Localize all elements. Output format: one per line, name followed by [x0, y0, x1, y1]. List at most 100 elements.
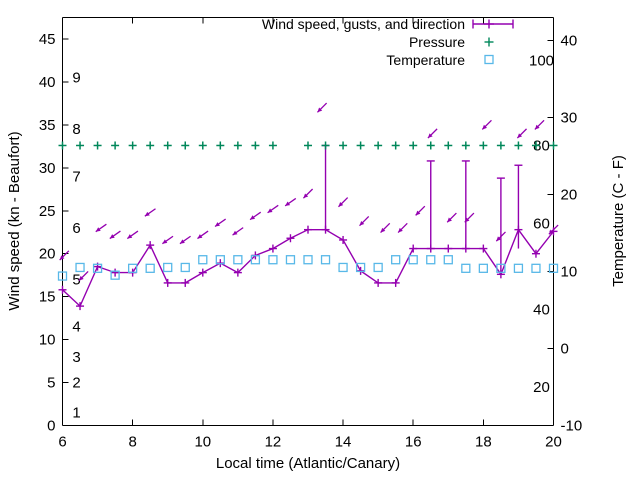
y2-tick-label: 10	[561, 264, 578, 281]
legend-label-pressure: Pressure	[409, 34, 465, 50]
wind-direction-arrow	[95, 223, 107, 233]
arrow-head	[447, 217, 452, 223]
temperature-marker	[355, 262, 366, 273]
wind-direction-arrow	[109, 230, 121, 240]
beaufort-label: 3	[72, 349, 80, 366]
arrow-head	[534, 124, 540, 130]
arrow-head	[303, 193, 309, 199]
temperature-marker	[250, 255, 261, 265]
arrow-head	[144, 211, 150, 217]
y2-axis-ticks	[547, 40, 554, 426]
x-tick-label: 10	[194, 434, 211, 451]
wind-direction-arrow	[446, 212, 457, 223]
temperature-marker	[215, 255, 225, 265]
y-tick-label: 0	[47, 418, 55, 435]
arrow-head	[285, 201, 291, 206]
temperature-marker	[180, 262, 190, 273]
temperature-marker	[110, 270, 120, 280]
arrow-head	[95, 227, 101, 232]
legend-label-temperature: Temperature	[386, 52, 465, 68]
arrow-head	[250, 215, 255, 220]
legend-label-wind: Wind speed, gusts, and direction	[262, 16, 465, 32]
wind-direction-arrow	[302, 188, 314, 199]
x-tick-label: 12	[265, 434, 282, 451]
pressure-scale-label: 40	[533, 302, 550, 319]
temperature-marker	[338, 262, 348, 273]
x-axis-tick-labels: 6 8 10 12 14 16 18 20	[58, 434, 562, 451]
arrow-head	[59, 255, 65, 261]
beaufort-label: 9	[72, 70, 80, 87]
wind-direction-arrow	[534, 119, 545, 130]
wind-direction-arrows	[59, 102, 559, 282]
temperature-marker	[443, 255, 453, 265]
chart-legend: Wind speed, gusts, and direction Pressur…	[262, 16, 514, 68]
temperature-marker	[373, 262, 383, 273]
wind-direction-arrow	[59, 250, 70, 261]
x-tick-label: 6	[58, 434, 66, 451]
wind-direction-arrow	[359, 216, 370, 227]
temperature-marker	[531, 263, 541, 273]
wind-direction-arrow	[427, 128, 438, 139]
arrow-head	[415, 210, 421, 216]
beaufort-label: 4	[72, 319, 80, 336]
wind-direction-arrow	[144, 208, 156, 217]
wind-direction-arrow	[338, 197, 349, 208]
arrow-head	[179, 239, 185, 244]
y-tick-label: 10	[39, 332, 56, 349]
wind-direction-arrow	[232, 227, 244, 236]
temperature-marker	[268, 255, 278, 265]
wind-direction-arrow	[78, 270, 89, 282]
y2-tick-label: 20	[561, 187, 578, 204]
arrow-head	[317, 107, 323, 113]
temperature-marker	[513, 263, 524, 273]
pressure-scale-label: 100	[529, 52, 554, 69]
arrow-head	[215, 222, 220, 227]
arrow-head	[338, 202, 344, 207]
arrow-head	[127, 234, 133, 239]
arrow-head	[496, 236, 502, 242]
y-tick-label: 35	[39, 117, 56, 134]
temperature-marker	[57, 271, 68, 281]
temperature-marker	[303, 255, 313, 265]
y-tick-label: 15	[39, 289, 56, 306]
pressure-scale-labels: 20 40 60 80 100	[529, 52, 554, 395]
temperature-marker	[426, 255, 436, 265]
arrow-head	[162, 239, 168, 244]
pressure-series	[58, 141, 558, 150]
y-tick-label: 25	[39, 203, 56, 220]
wind-direction-arrow	[179, 235, 191, 245]
y-tick-label: 40	[39, 74, 56, 91]
wind-direction-arrow	[397, 222, 408, 233]
wind-direction-arrow	[495, 231, 506, 242]
arrow-head	[482, 124, 487, 130]
wind-direction-arrow	[126, 230, 139, 240]
wind-direction-arrow	[380, 222, 391, 233]
wind-direction-arrow	[516, 128, 527, 139]
legend-marker-temperature	[484, 54, 494, 65]
arrow-head	[109, 234, 115, 239]
pressure-scale-label: 60	[533, 216, 550, 233]
temperature-marker	[75, 262, 85, 273]
x-tick-label: 16	[405, 434, 422, 451]
temperature-marker	[478, 263, 489, 273]
y-tick-label: 20	[39, 246, 56, 263]
wind-direction-arrow	[197, 230, 209, 240]
temperature-marker	[163, 262, 173, 273]
temperature-marker	[233, 255, 243, 265]
temperature-series	[57, 255, 559, 281]
y2-axis-title: Temperature (C - F)	[610, 155, 627, 287]
wind-direction-arrow	[481, 119, 492, 130]
arrow-head	[78, 275, 84, 281]
beaufort-scale-labels: 1 2 3 4 5 6 7 8 9	[72, 70, 80, 422]
wind-speed-markers	[58, 225, 558, 311]
x-tick-label: 20	[545, 434, 562, 451]
y-axis-tick-labels: 0 5 10 15 20 25 30 35 40 45	[39, 31, 56, 435]
arrow-head	[267, 208, 273, 213]
temperature-marker	[320, 255, 331, 265]
arrow-head	[232, 230, 238, 236]
beaufort-label: 7	[72, 168, 80, 185]
arrow-head	[548, 229, 554, 235]
arrow-head	[380, 227, 386, 233]
